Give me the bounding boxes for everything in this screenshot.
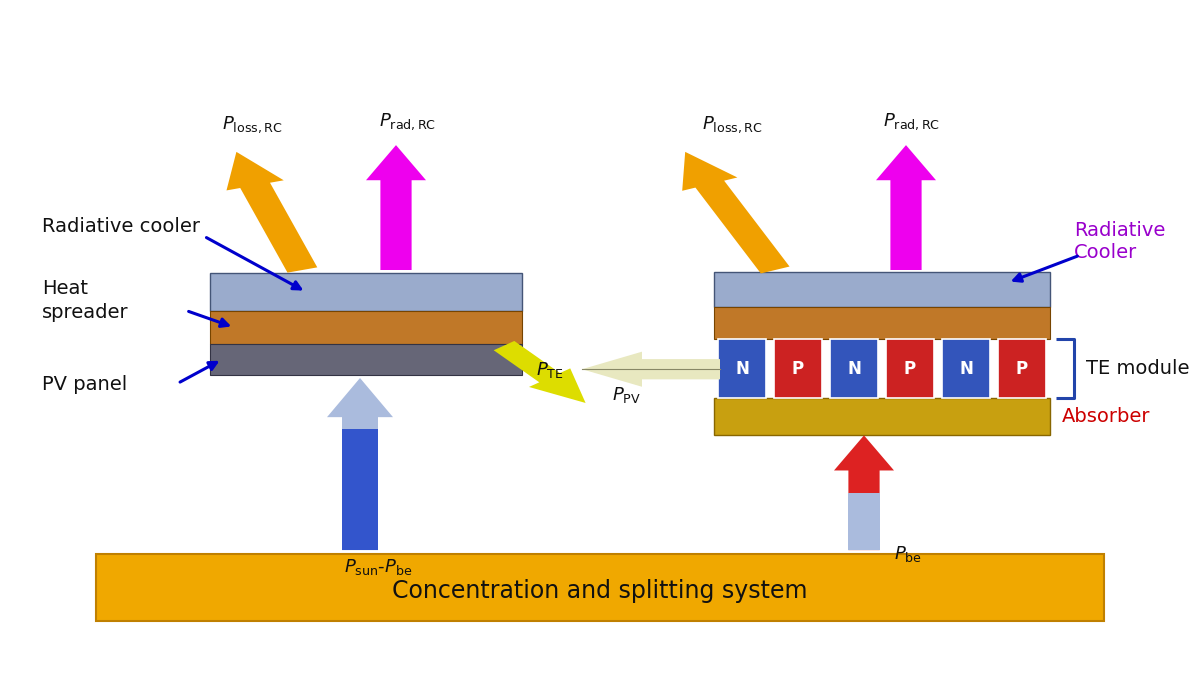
Text: $P_{\mathregular{loss,RC}}$: $P_{\mathregular{loss,RC}}$ [222,114,282,135]
Bar [210,310,522,344]
Text: N: N [959,360,973,377]
Text: $P_{\mathregular{rad,RC}}$: $P_{\mathregular{rad,RC}}$ [379,111,437,132]
Bar [210,344,522,375]
Bar [997,339,1046,398]
Text: $P_{\mathregular{rad,RC}}$: $P_{\mathregular{rad,RC}}$ [883,111,941,132]
Text: Radiative cooler: Radiative cooler [42,217,200,236]
Text: $P_{\mathregular{be}}$: $P_{\mathregular{be}}$ [894,543,922,564]
Text: $P_{\mathregular{sun}}$-$P_{\mathregular{be}}$: $P_{\mathregular{sun}}$-$P_{\mathregular… [343,557,413,577]
Bar [714,398,1050,435]
FancyArrow shape [834,435,894,550]
Bar [210,273,522,310]
Text: P: P [1016,360,1028,377]
Bar [96,554,1104,621]
Text: Absorber: Absorber [1062,407,1151,427]
Text: $P_{\mathregular{loss,RC}}$: $P_{\mathregular{loss,RC}}$ [702,114,762,135]
FancyArrow shape [876,145,936,270]
Bar [714,272,1050,307]
FancyArrow shape [326,378,394,550]
Text: N: N [847,360,860,377]
Text: $P_{\mathregular{TE}}$: $P_{\mathregular{TE}}$ [536,360,564,380]
Text: N: N [736,360,749,377]
Text: TE module: TE module [1086,359,1189,378]
Text: Concentration and splitting system: Concentration and splitting system [392,578,808,603]
Bar [829,339,878,398]
Bar [942,339,990,398]
Text: PV panel: PV panel [42,375,127,394]
Text: $P_{\mathregular{PV}}$: $P_{\mathregular{PV}}$ [612,385,641,405]
Text: P: P [792,360,804,377]
FancyArrow shape [848,493,880,550]
FancyArrow shape [683,152,790,273]
FancyArrow shape [366,145,426,270]
Text: P: P [904,360,916,377]
Text: Radiative
Cooler: Radiative Cooler [1074,221,1165,262]
Bar [886,339,935,398]
FancyArrow shape [582,352,720,387]
FancyArrow shape [342,429,378,550]
Bar [718,339,767,398]
Bar [774,339,822,398]
Bar [714,307,1050,339]
Text: Heat
spreader: Heat spreader [42,279,128,321]
FancyArrow shape [227,152,317,273]
FancyArrow shape [493,341,586,403]
